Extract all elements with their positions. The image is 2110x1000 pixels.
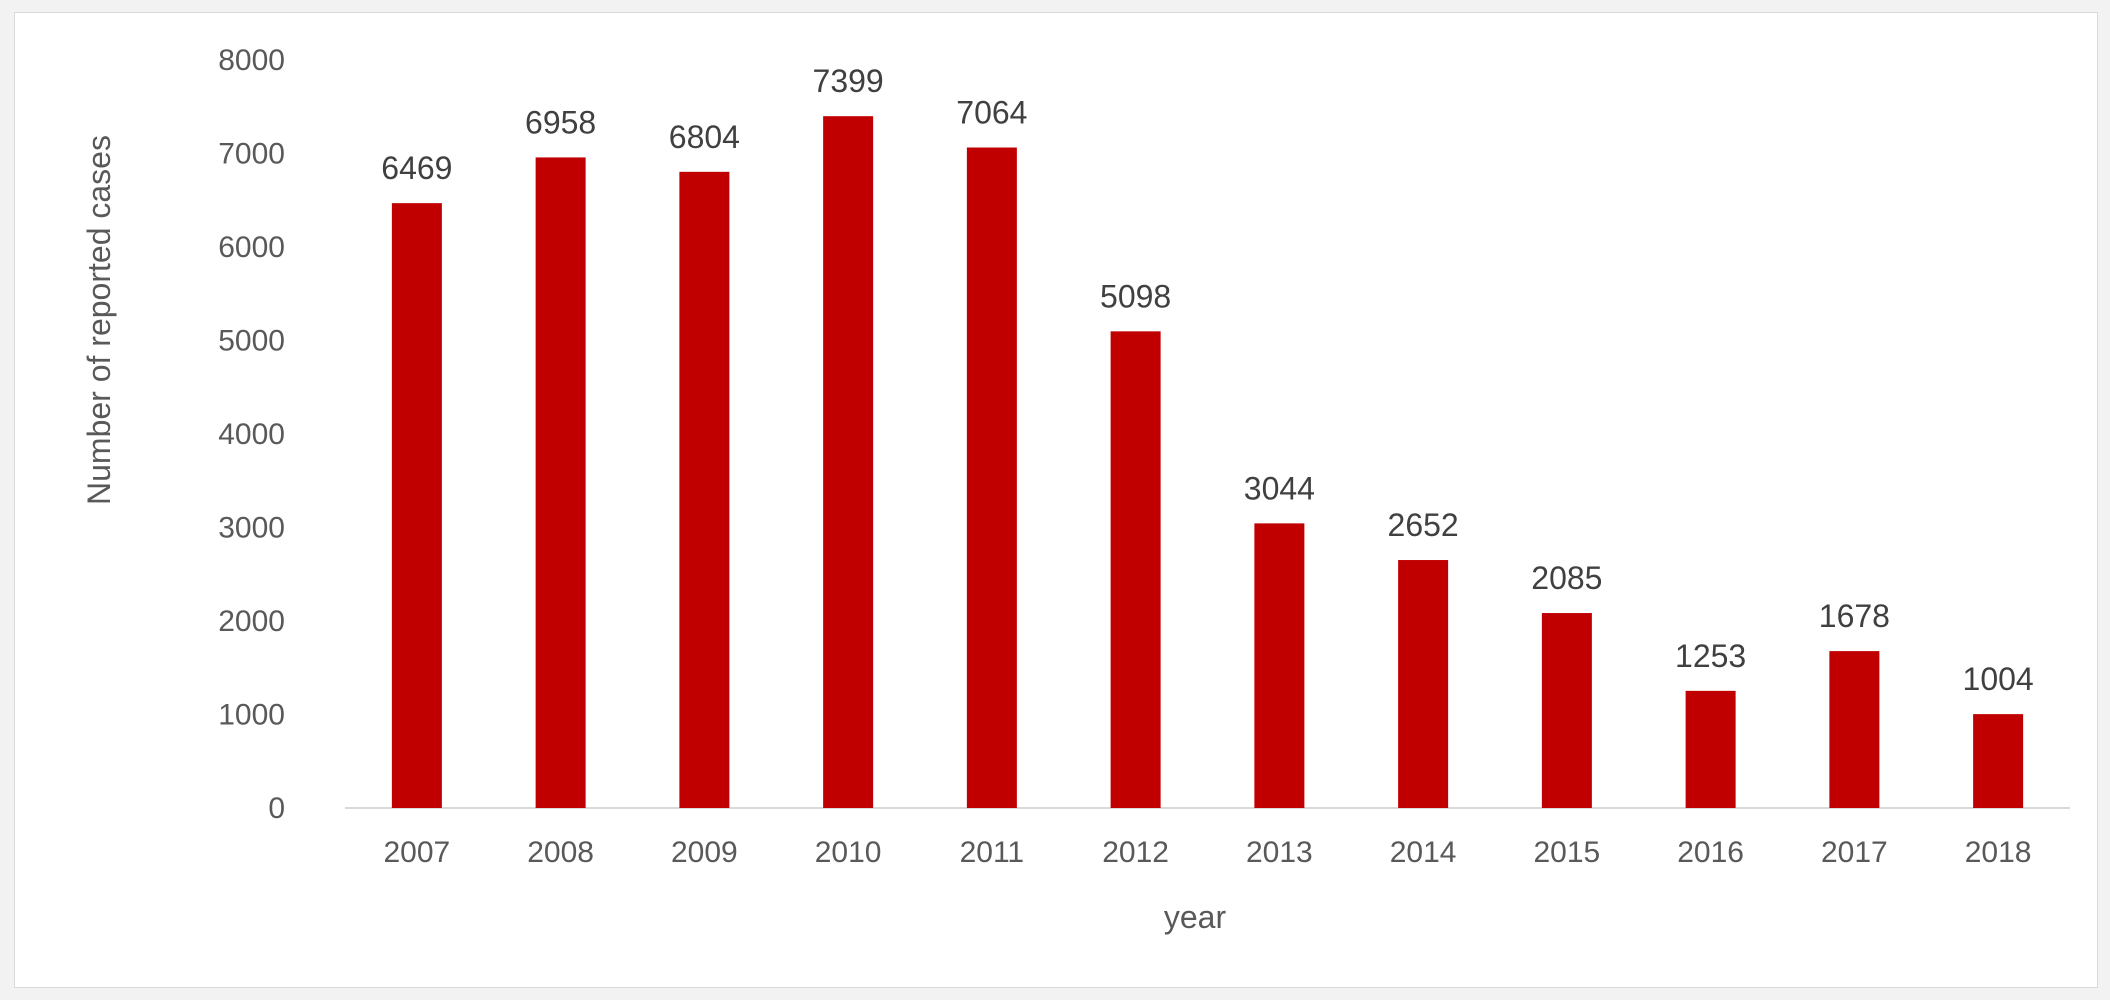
bar-2007 [392,203,442,808]
data-label-2015: 2085 [1531,560,1602,596]
bar-2018 [1973,714,2023,808]
bar-2016 [1686,691,1736,808]
data-label-2018: 1004 [1963,661,2034,697]
y-tick-label: 6000 [218,231,285,264]
y-tick-label: 2000 [218,605,285,638]
y-tick-label: 7000 [218,138,285,171]
y-tick-label: 0 [268,792,285,825]
x-tick-label-2009: 2009 [671,836,738,869]
x-tick-label-2008: 2008 [527,836,594,869]
data-label-2013: 3044 [1244,470,1315,506]
x-tick-label-2010: 2010 [815,836,882,869]
x-axis-ticks: 2007 2008 2009 2010 2011 2012 2013 2014 2015 2016… [384,836,2032,869]
x-tick-label-2013: 2013 [1246,836,1313,869]
bar-2015 [1542,613,1592,808]
data-label-2008: 6958 [525,104,596,140]
data-label-2016: 1253 [1675,638,1746,674]
x-tick-label-2017: 2017 [1821,836,1888,869]
y-tick-label: 1000 [218,699,285,732]
x-tick-label-2007: 2007 [384,836,451,869]
data-label-2007: 6469 [381,150,452,186]
y-tick-label: 4000 [218,418,285,451]
y-axis-title: Number of reported cases [81,135,117,505]
bar-2008 [536,157,586,808]
bars [392,116,2023,808]
data-label-2017: 1678 [1819,598,1890,634]
x-tick-label-2012: 2012 [1102,836,1169,869]
x-tick-label-2015: 2015 [1534,836,1601,869]
data-label-2009: 6804 [669,119,740,155]
y-tick-label: 3000 [218,512,285,545]
bar-2012 [1111,331,1161,808]
y-tick-label: 8000 [218,44,285,77]
data-label-2011: 7064 [956,95,1027,131]
bar-2010 [823,116,873,808]
bar-2009 [679,172,729,808]
x-tick-label-2011: 2011 [960,836,1025,869]
x-tick-label-2018: 2018 [1965,836,2032,869]
x-tick-label-2016: 2016 [1677,836,1744,869]
bar-2014 [1398,560,1448,808]
bar-2011 [967,148,1017,808]
x-tick-label-2014: 2014 [1390,836,1457,869]
data-label-2012: 5098 [1100,278,1171,314]
data-label-2014: 2652 [1388,507,1459,543]
bar-2013 [1254,523,1304,808]
data-label-2010: 7399 [813,63,884,99]
data-labels: 6469 6958 6804 7399 7064 5098 3044 2652 2085 1253… [381,63,2033,697]
bar-2017 [1829,651,1879,808]
y-tick-label: 5000 [218,325,285,358]
x-axis-title: year [1164,899,1227,935]
y-axis-ticks: 0 1000 2000 3000 4000 5000 6000 7000 8000 [218,44,285,825]
